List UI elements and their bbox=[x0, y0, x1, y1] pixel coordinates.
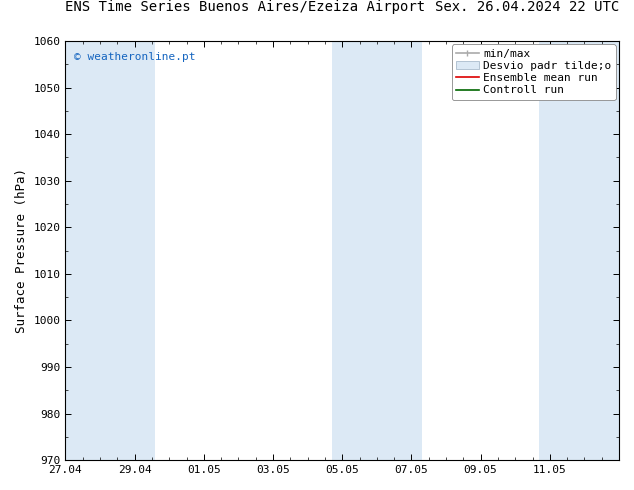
Bar bbox=[540, 41, 585, 460]
Bar bbox=[377, 41, 422, 460]
Text: Sex. 26.04.2024 22 UTC: Sex. 26.04.2024 22 UTC bbox=[435, 0, 619, 14]
Bar bbox=[65, 41, 110, 460]
Y-axis label: Surface Pressure (hPa): Surface Pressure (hPa) bbox=[15, 168, 28, 333]
Bar bbox=[110, 41, 155, 460]
Bar bbox=[332, 41, 377, 460]
Text: ENS Time Series Buenos Aires/Ezeiza Airport: ENS Time Series Buenos Aires/Ezeiza Airp… bbox=[65, 0, 425, 14]
Text: © weatheronline.pt: © weatheronline.pt bbox=[74, 51, 195, 62]
Legend: min/max, Desvio padr tilde;o, Ensemble mean run, Controll run: min/max, Desvio padr tilde;o, Ensemble m… bbox=[452, 45, 616, 100]
Bar bbox=[585, 41, 619, 460]
